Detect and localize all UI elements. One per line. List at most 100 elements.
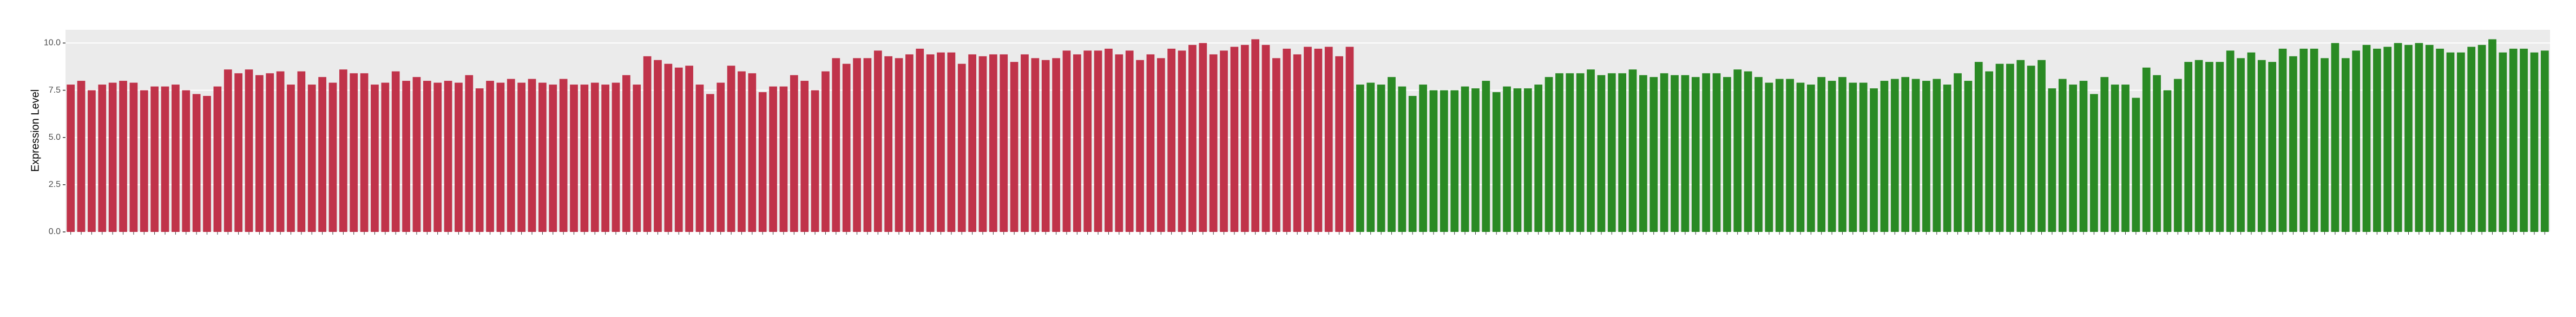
bar xyxy=(245,69,253,232)
bar xyxy=(255,75,264,232)
bar xyxy=(1681,75,1690,232)
bar xyxy=(1545,77,1553,232)
bar xyxy=(2089,94,2098,232)
bar xyxy=(77,81,86,232)
bar xyxy=(905,54,914,232)
bar xyxy=(1429,90,1438,232)
bar xyxy=(811,90,819,232)
bar xyxy=(1639,75,1647,232)
bar xyxy=(968,54,976,232)
bar xyxy=(685,66,693,232)
bar xyxy=(213,86,222,232)
bar xyxy=(67,85,75,232)
bar xyxy=(1597,75,1606,232)
bar xyxy=(1021,54,1029,232)
bar xyxy=(2289,56,2297,232)
bar xyxy=(2499,52,2507,232)
bar xyxy=(1765,82,1773,232)
bar xyxy=(1786,79,1794,232)
bar xyxy=(1230,47,1239,232)
bar xyxy=(150,86,159,232)
bar xyxy=(307,85,316,232)
bar xyxy=(738,71,746,232)
bar xyxy=(1261,44,1270,232)
bar xyxy=(1817,77,1826,232)
bar xyxy=(1933,79,1941,232)
bar xyxy=(1985,71,1993,232)
bar xyxy=(1534,85,1543,232)
y-tick-label: 5.0 xyxy=(49,133,61,142)
bar xyxy=(717,82,725,232)
bar xyxy=(1450,90,1459,232)
bar xyxy=(643,56,652,232)
bar xyxy=(423,81,431,232)
bar xyxy=(1010,62,1018,232)
bar xyxy=(1733,69,1742,232)
bar xyxy=(559,79,568,232)
bar xyxy=(2027,66,2035,232)
bar xyxy=(2321,58,2329,232)
bar xyxy=(496,82,505,232)
bar xyxy=(360,73,369,232)
bar xyxy=(1408,96,1417,232)
bar xyxy=(1482,81,1490,232)
bar xyxy=(1859,82,1868,232)
bar xyxy=(1366,82,1375,232)
bar xyxy=(1890,79,1899,232)
bar xyxy=(1880,81,1889,232)
bar xyxy=(853,58,861,232)
bar xyxy=(1607,73,1616,232)
bar xyxy=(1440,90,1448,232)
bar xyxy=(1911,79,1920,232)
bar xyxy=(706,94,714,232)
bar xyxy=(2142,67,2151,232)
bar xyxy=(517,82,526,232)
bar xyxy=(926,54,935,232)
bar xyxy=(1125,50,1134,232)
bar xyxy=(2237,58,2245,232)
bar xyxy=(140,90,148,232)
bar xyxy=(1314,48,1323,232)
bar xyxy=(1523,88,1532,232)
bar xyxy=(2446,52,2455,232)
bar xyxy=(276,71,285,232)
bar xyxy=(2132,98,2140,232)
bar xyxy=(1000,54,1008,232)
bar xyxy=(486,81,494,232)
bar xyxy=(947,52,956,232)
bar xyxy=(622,75,630,232)
bar xyxy=(1754,77,1763,232)
bar xyxy=(1156,58,1165,232)
bar xyxy=(1943,85,1951,232)
bar xyxy=(727,66,735,232)
bar xyxy=(748,73,757,232)
bar xyxy=(1744,71,1752,232)
bar xyxy=(192,94,201,232)
bar xyxy=(1283,48,1291,232)
bar xyxy=(1870,88,1878,232)
bar xyxy=(2509,48,2518,232)
bar xyxy=(1974,62,1983,232)
y-tick-label: 0.0 xyxy=(49,227,61,236)
bar xyxy=(1419,85,1427,232)
bar xyxy=(1115,54,1123,232)
bar xyxy=(2383,47,2392,232)
bar xyxy=(769,86,777,232)
y-tick-label: 7.5 xyxy=(49,86,61,95)
bar xyxy=(1209,54,1218,232)
bar xyxy=(2121,85,2130,232)
bar xyxy=(1073,54,1081,232)
bar xyxy=(1995,63,2004,232)
bar xyxy=(957,63,966,232)
bar xyxy=(2006,63,2014,232)
bar xyxy=(1964,81,1973,232)
bar xyxy=(1492,92,1501,232)
bar xyxy=(1587,69,1595,232)
bar xyxy=(1041,60,1050,232)
bar xyxy=(1691,77,1700,232)
bar xyxy=(98,85,107,232)
bar xyxy=(2520,48,2528,232)
bar xyxy=(590,82,599,232)
bar xyxy=(224,69,232,232)
bar xyxy=(1471,88,1480,232)
